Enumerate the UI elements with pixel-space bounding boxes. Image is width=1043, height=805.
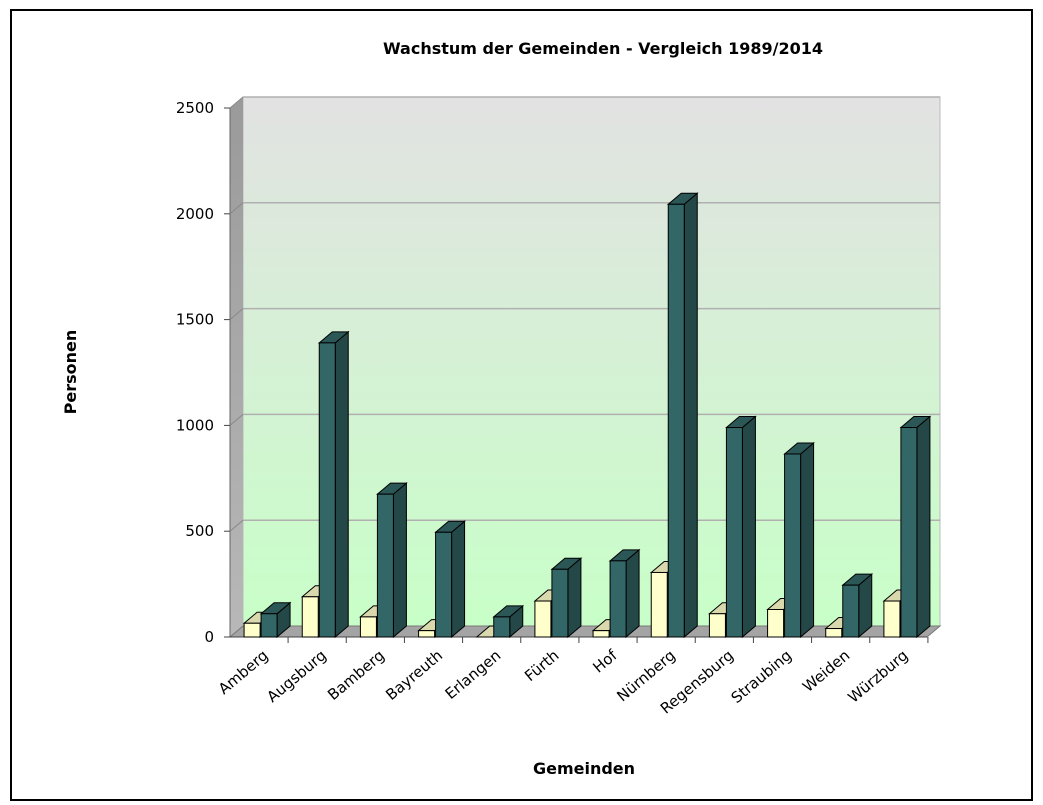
y-tick-label: 2000 xyxy=(176,205,214,223)
grid-line xyxy=(229,202,244,215)
grid-line xyxy=(229,414,244,426)
bar-front xyxy=(767,608,785,638)
bar-side xyxy=(392,482,407,639)
bar xyxy=(376,482,408,639)
bar-front xyxy=(301,596,319,638)
bar-side xyxy=(334,330,349,639)
y-tick-label: 500 xyxy=(185,522,214,540)
bar xyxy=(317,330,350,639)
bar-front xyxy=(493,616,511,638)
chart-title: Wachstum der Gemeinden - Vergleich 1989/… xyxy=(383,39,823,58)
bar xyxy=(666,192,699,639)
grid-line xyxy=(229,96,244,109)
bar-front xyxy=(376,493,394,638)
bar-front xyxy=(243,622,261,638)
bar-side xyxy=(741,415,756,639)
bar xyxy=(841,573,874,639)
bar xyxy=(783,441,815,639)
side-wall xyxy=(230,97,243,637)
bar-front xyxy=(609,560,627,638)
y-tick-label: 1500 xyxy=(176,311,214,329)
bar-side xyxy=(916,415,931,639)
bar xyxy=(259,601,292,639)
bar xyxy=(899,415,932,639)
bar-side xyxy=(800,441,815,639)
bar-front xyxy=(318,342,336,638)
grid-line xyxy=(229,308,244,320)
bar-front xyxy=(435,531,453,638)
grid-line xyxy=(229,519,244,532)
bar-front xyxy=(534,600,552,638)
bar-front xyxy=(842,584,860,638)
bar-front xyxy=(900,427,918,638)
bar-front xyxy=(260,613,278,638)
bar xyxy=(550,557,583,639)
bar-side xyxy=(625,548,640,639)
bar-side xyxy=(451,520,466,639)
bar-front xyxy=(708,613,726,638)
bar-front xyxy=(667,203,685,638)
bar-front xyxy=(592,630,610,638)
bar-front xyxy=(650,571,668,638)
bar-front xyxy=(883,600,901,638)
bar-front xyxy=(825,628,843,638)
bar-front xyxy=(551,568,569,638)
bar-front xyxy=(418,630,436,638)
bar-front xyxy=(725,427,743,638)
bar xyxy=(434,520,466,639)
y-tick-label: 0 xyxy=(204,628,214,646)
y-tick-label: 1000 xyxy=(176,416,214,434)
bar xyxy=(608,548,641,639)
bar xyxy=(725,415,757,639)
x-axis-title: Gemeinden xyxy=(533,759,635,778)
bar-front xyxy=(784,453,802,638)
y-axis-title: Personen xyxy=(61,330,80,415)
bar xyxy=(492,604,525,639)
bar-side xyxy=(567,557,582,639)
bar-side xyxy=(683,192,698,639)
y-tick-label: 2500 xyxy=(176,99,214,117)
bar-front xyxy=(359,616,377,638)
